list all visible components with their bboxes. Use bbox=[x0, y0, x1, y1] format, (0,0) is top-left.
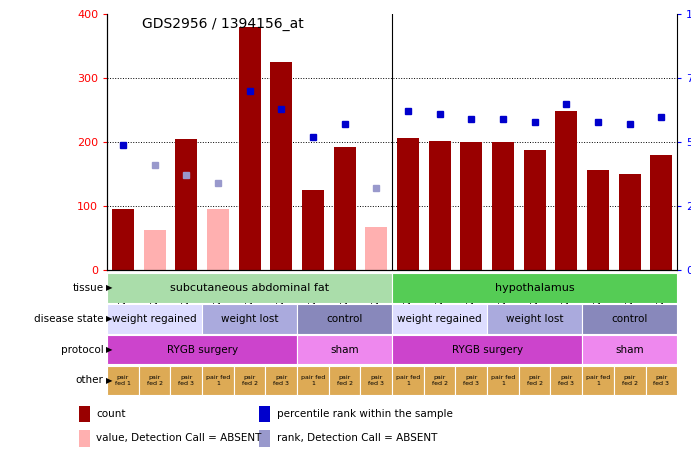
Bar bbox=[297, 365, 329, 395]
Text: pair fed
1: pair fed 1 bbox=[491, 375, 515, 386]
Bar bbox=[265, 365, 297, 395]
Text: ▶: ▶ bbox=[106, 314, 112, 323]
Bar bbox=[107, 273, 392, 303]
Text: ▶: ▶ bbox=[106, 345, 112, 354]
Bar bbox=[297, 335, 392, 365]
Text: ▶: ▶ bbox=[106, 376, 112, 385]
Text: pair
fed 3: pair fed 3 bbox=[464, 375, 480, 386]
Bar bbox=[397, 138, 419, 270]
Text: tissue: tissue bbox=[73, 283, 104, 293]
Text: pair
fed 3: pair fed 3 bbox=[558, 375, 574, 386]
Text: pair
fed 2: pair fed 2 bbox=[146, 375, 162, 386]
Bar bbox=[107, 365, 139, 395]
Text: pair fed
1: pair fed 1 bbox=[206, 375, 230, 386]
Bar bbox=[455, 365, 487, 395]
Bar bbox=[366, 227, 388, 270]
Bar bbox=[297, 304, 392, 334]
Text: protocol: protocol bbox=[61, 345, 104, 355]
Bar bbox=[202, 304, 297, 334]
Bar bbox=[79, 430, 90, 447]
Bar bbox=[524, 150, 546, 270]
Bar bbox=[487, 304, 582, 334]
Bar bbox=[645, 365, 677, 395]
Text: disease state: disease state bbox=[34, 314, 104, 324]
Text: subcutaneous abdominal fat: subcutaneous abdominal fat bbox=[170, 283, 329, 293]
Bar bbox=[492, 142, 514, 270]
Text: pair
fed 2: pair fed 2 bbox=[527, 375, 542, 386]
Text: pair
fed 2: pair fed 2 bbox=[242, 375, 258, 386]
Bar bbox=[144, 230, 166, 270]
Bar bbox=[202, 365, 234, 395]
Bar bbox=[392, 304, 487, 334]
Bar bbox=[460, 142, 482, 270]
Bar bbox=[107, 304, 202, 334]
Bar bbox=[551, 365, 582, 395]
Text: rank, Detection Call = ABSENT: rank, Detection Call = ABSENT bbox=[276, 433, 437, 444]
Bar bbox=[207, 210, 229, 270]
Bar bbox=[392, 365, 424, 395]
Bar bbox=[392, 273, 677, 303]
Text: sham: sham bbox=[616, 345, 644, 355]
Bar bbox=[270, 62, 292, 270]
Bar bbox=[259, 406, 270, 422]
Bar bbox=[139, 365, 171, 395]
Text: pair
fed 1: pair fed 1 bbox=[115, 375, 131, 386]
Text: pair fed
1: pair fed 1 bbox=[301, 375, 325, 386]
Bar bbox=[424, 365, 455, 395]
Text: GDS2956 / 1394156_at: GDS2956 / 1394156_at bbox=[142, 17, 303, 31]
Bar bbox=[618, 174, 641, 270]
Bar bbox=[587, 170, 609, 270]
Text: control: control bbox=[326, 314, 363, 324]
Text: RYGB surgery: RYGB surgery bbox=[452, 345, 522, 355]
Bar bbox=[259, 430, 270, 447]
Text: weight regained: weight regained bbox=[113, 314, 197, 324]
Text: pair
fed 3: pair fed 3 bbox=[368, 375, 384, 386]
Bar bbox=[614, 365, 645, 395]
Bar bbox=[112, 210, 134, 270]
Text: pair
fed 3: pair fed 3 bbox=[178, 375, 194, 386]
Text: other: other bbox=[76, 375, 104, 385]
Bar bbox=[392, 335, 582, 365]
Bar bbox=[329, 365, 361, 395]
Text: weight lost: weight lost bbox=[221, 314, 278, 324]
Text: weight lost: weight lost bbox=[506, 314, 563, 324]
Text: pair
fed 3: pair fed 3 bbox=[654, 375, 670, 386]
Text: RYGB surgery: RYGB surgery bbox=[167, 345, 238, 355]
Bar bbox=[79, 406, 90, 422]
Text: value, Detection Call = ABSENT: value, Detection Call = ABSENT bbox=[96, 433, 262, 444]
Text: pair
fed 2: pair fed 2 bbox=[622, 375, 638, 386]
Bar bbox=[582, 304, 677, 334]
Bar bbox=[302, 190, 324, 270]
Bar bbox=[238, 27, 261, 270]
Text: pair
fed 2: pair fed 2 bbox=[337, 375, 352, 386]
Text: pair
fed 3: pair fed 3 bbox=[274, 375, 290, 386]
Text: count: count bbox=[96, 409, 126, 419]
Text: control: control bbox=[612, 314, 648, 324]
Bar bbox=[176, 139, 198, 270]
Bar bbox=[650, 155, 672, 270]
Text: weight regained: weight regained bbox=[397, 314, 482, 324]
Bar bbox=[107, 335, 297, 365]
Bar bbox=[361, 365, 392, 395]
Text: pair fed
1: pair fed 1 bbox=[396, 375, 420, 386]
Bar bbox=[487, 365, 519, 395]
Bar bbox=[171, 365, 202, 395]
Bar bbox=[582, 365, 614, 395]
Bar bbox=[428, 141, 451, 270]
Bar bbox=[234, 365, 265, 395]
Text: ▶: ▶ bbox=[106, 283, 112, 292]
Bar bbox=[519, 365, 551, 395]
Text: percentile rank within the sample: percentile rank within the sample bbox=[276, 409, 453, 419]
Text: pair
fed 2: pair fed 2 bbox=[432, 375, 448, 386]
Text: sham: sham bbox=[330, 345, 359, 355]
Bar bbox=[556, 111, 578, 270]
Bar bbox=[582, 335, 677, 365]
Bar bbox=[334, 147, 356, 270]
Text: pair fed
1: pair fed 1 bbox=[586, 375, 610, 386]
Text: hypothalamus: hypothalamus bbox=[495, 283, 574, 293]
